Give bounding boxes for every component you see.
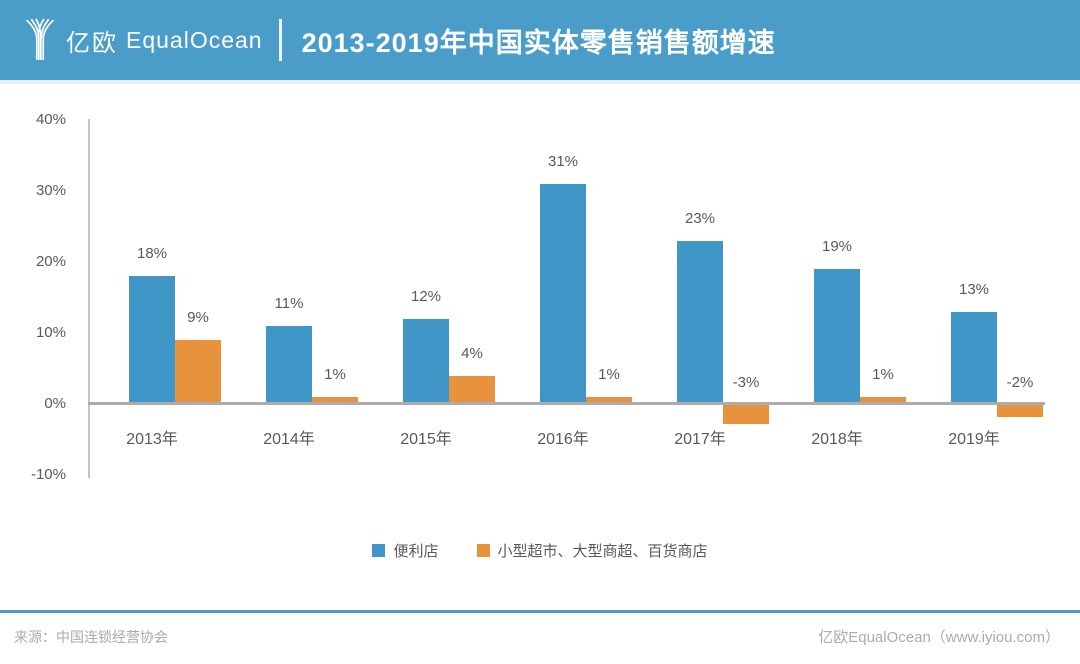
bar-value-label: -2% bbox=[1006, 374, 1034, 391]
bar-convenience-store bbox=[677, 240, 723, 402]
legend-item-supermarket-department-store: 小型超市、大型商超、百货商店 bbox=[476, 540, 708, 561]
x-axis-label: 2015年 bbox=[400, 431, 452, 448]
x-axis-label: 2018年 bbox=[811, 431, 863, 448]
bar-value-label: 19% bbox=[821, 238, 853, 256]
equalocean-logo: 亿欧 EqualOcean bbox=[24, 18, 263, 62]
bar-value-label: -3% bbox=[732, 374, 760, 391]
bar-convenience-store bbox=[266, 325, 312, 402]
bar-value-label: 11% bbox=[274, 294, 304, 312]
bar-supermarket-department-store bbox=[997, 405, 1043, 418]
equalocean-logo-icon bbox=[26, 18, 54, 61]
bar-convenience-store bbox=[951, 311, 997, 402]
y-axis-tick: -10% bbox=[30, 466, 66, 483]
x-axis-label: 2013年 bbox=[126, 431, 178, 448]
bar-convenience-store bbox=[129, 276, 175, 402]
legend-label: 小型超市、大型商超、百货商店 bbox=[497, 543, 708, 560]
legend-swatch-supermarket-department-store bbox=[476, 544, 490, 557]
bar-value-label: 18% bbox=[136, 245, 168, 263]
y-axis-tick: 40% bbox=[35, 111, 66, 128]
logo-text-en: EqualOcean bbox=[126, 26, 263, 53]
bar-value-label: 9% bbox=[187, 309, 209, 327]
bar-value-label: 23% bbox=[684, 209, 716, 227]
y-axis-tick: 20% bbox=[35, 253, 66, 270]
bar-value-label: 1% bbox=[872, 365, 894, 383]
legend-label: 便利店 bbox=[393, 543, 439, 560]
x-axis-label: 2016年 bbox=[537, 431, 589, 448]
y-axis-tick: 30% bbox=[35, 182, 66, 199]
y-axis-tick: 0% bbox=[44, 395, 66, 412]
bar-value-label: 1% bbox=[324, 365, 346, 383]
x-axis-label: 2019年 bbox=[948, 431, 1000, 448]
x-axis-label: 2014年 bbox=[263, 431, 315, 448]
header-divider bbox=[278, 19, 282, 61]
bar-supermarket-department-store bbox=[312, 396, 358, 402]
legend-swatch-convenience-store bbox=[372, 544, 386, 557]
footer-source: 来源：中国连锁经营协会 bbox=[14, 629, 168, 645]
bar-value-label: 31% bbox=[547, 152, 579, 170]
page-title: 2013-2019年中国实体零售销售额增速 bbox=[301, 27, 776, 58]
bar-supermarket-department-store bbox=[723, 405, 769, 425]
bar-supermarket-department-store bbox=[449, 375, 495, 402]
y-axis-tick: 10% bbox=[35, 324, 66, 341]
footer-brand: 亿欧EqualOcean（www.iyiou.com） bbox=[818, 629, 1060, 646]
zero-axis-line bbox=[88, 402, 1045, 405]
bar-convenience-store bbox=[403, 318, 449, 402]
y-axis-line bbox=[88, 119, 90, 478]
bar-value-label: 12% bbox=[410, 287, 442, 305]
bar-convenience-store bbox=[814, 269, 860, 402]
legend-item-convenience-store: 便利店 bbox=[372, 540, 439, 561]
legend: 便利店 小型超市、大型商超、百货商店 bbox=[0, 540, 1080, 561]
header: 亿欧 EqualOcean 2013-2019年中国实体零售销售额增速 bbox=[0, 0, 1080, 84]
bar-value-label: 13% bbox=[958, 280, 990, 298]
bar-supermarket-department-store bbox=[586, 396, 632, 402]
bar-value-label: 4% bbox=[461, 344, 483, 362]
logo-text-cn: 亿欧 bbox=[66, 29, 118, 57]
bar-value-label: 1% bbox=[598, 365, 620, 383]
bar-convenience-store bbox=[540, 183, 586, 402]
footer-divider-line bbox=[0, 610, 1080, 613]
x-axis-label: 2017年 bbox=[674, 431, 726, 448]
bar-supermarket-department-store bbox=[175, 340, 221, 402]
bar-supermarket-department-store bbox=[860, 396, 906, 402]
